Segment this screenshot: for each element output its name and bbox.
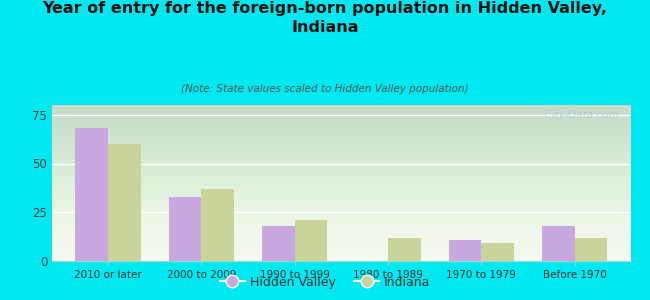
- Bar: [262, 226, 294, 261]
- Bar: [108, 144, 140, 261]
- Text: Year of entry for the foreign-born population in Hidden Valley,
Indiana: Year of entry for the foreign-born popul…: [42, 2, 608, 35]
- Text: City-Data.com: City-Data.com: [538, 110, 619, 120]
- Bar: [388, 238, 421, 261]
- Text: (Note: State values scaled to Hidden Valley population): (Note: State values scaled to Hidden Val…: [181, 84, 469, 94]
- Bar: [202, 189, 234, 261]
- Bar: [481, 244, 514, 261]
- Bar: [168, 197, 202, 261]
- Bar: [448, 239, 481, 261]
- Legend: Hidden Valley, Indiana: Hidden Valley, Indiana: [214, 271, 436, 294]
- Bar: [575, 238, 607, 261]
- Bar: [75, 128, 108, 261]
- Bar: [294, 220, 327, 261]
- Bar: [542, 226, 575, 261]
